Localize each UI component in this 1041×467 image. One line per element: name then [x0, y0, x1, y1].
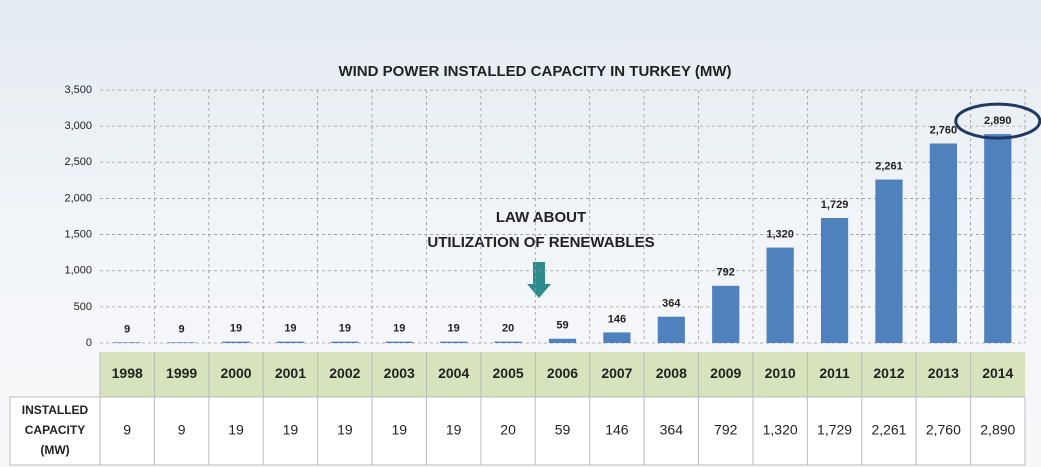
row-label: CAPACITY: [25, 423, 85, 437]
table-value: 19: [228, 422, 244, 438]
value-label: 20: [502, 322, 514, 334]
row-label: INSTALLED: [22, 403, 89, 417]
value-label: 1,729: [821, 199, 849, 211]
table-value: 19: [391, 422, 407, 438]
y-tick-label: 500: [74, 301, 92, 313]
highlight-ellipse: [954, 102, 1041, 140]
table-value: 20: [500, 422, 516, 438]
bar: [440, 341, 468, 343]
x-tick-label: 2012: [873, 365, 904, 381]
bar: [276, 341, 305, 343]
value-label: 792: [717, 267, 735, 279]
value-label: 146: [608, 313, 626, 325]
bar: [712, 285, 740, 343]
table-value: 792: [714, 422, 738, 438]
chart-title: WIND POWER INSTALLED CAPACITY IN TURKEY …: [338, 63, 731, 80]
value-label: 19: [284, 323, 296, 335]
table-value: 146: [605, 422, 629, 438]
bar: [820, 218, 849, 343]
table-value: 2,261: [871, 422, 906, 438]
value-label: 2,890: [984, 115, 1012, 127]
value-label: 364: [662, 298, 681, 310]
y-tick-label: 2,500: [64, 156, 92, 168]
annotation: UTILIZATION OF RENEWABLES: [427, 234, 654, 251]
x-tick-label: 2001: [275, 365, 306, 381]
x-tick-label: 2009: [710, 365, 741, 381]
value-label: 1,320: [766, 228, 794, 240]
bar: [766, 247, 794, 343]
value-label: 19: [393, 323, 405, 335]
x-tick-label: 2010: [765, 365, 796, 381]
y-tick-label: 3,500: [64, 84, 92, 96]
table-value: 1,729: [817, 422, 852, 438]
table-value: 1,320: [763, 422, 798, 438]
table-value: 2,890: [980, 422, 1015, 438]
x-tick-label: 2011: [819, 365, 850, 381]
x-tick-label: 2000: [220, 365, 251, 381]
y-tick-label: 3,000: [64, 120, 92, 132]
table-value: 9: [178, 422, 186, 438]
table-data-row: [9, 396, 1026, 466]
bar: [984, 134, 1012, 343]
table-value: 9: [123, 422, 131, 438]
bar: [113, 342, 141, 343]
x-tick-label: 2002: [329, 365, 360, 381]
x-tick-label: 2006: [547, 365, 578, 381]
value-label: 9: [179, 323, 185, 335]
x-tick-label: 2005: [493, 365, 524, 381]
bar: [168, 342, 196, 343]
bar: [494, 341, 522, 343]
bar: [548, 338, 577, 343]
value-label: 19: [448, 323, 460, 335]
annotation: LAW ABOUT: [496, 209, 586, 226]
row-label: (MW): [40, 443, 69, 457]
value-label: 9: [124, 323, 130, 335]
value-label: 59: [556, 320, 568, 332]
x-tick-label: 2004: [438, 365, 469, 381]
bar: [222, 341, 250, 343]
bar: [385, 341, 413, 343]
value-label: 2,760: [930, 124, 958, 136]
y-tick-label: 2,000: [64, 192, 92, 204]
y-tick-label: 1,000: [64, 265, 92, 277]
table-value: 2,760: [926, 422, 961, 438]
table-value: 19: [337, 422, 353, 438]
table-value: 19: [283, 422, 299, 438]
value-label: 19: [339, 323, 351, 335]
x-tick-label: 1999: [166, 365, 197, 381]
x-tick-label: 2013: [928, 365, 959, 381]
table-value: 19: [446, 422, 462, 438]
table-value: 59: [555, 422, 571, 438]
bar: [929, 143, 957, 343]
table-value: 364: [660, 422, 684, 438]
x-tick-label: 1998: [112, 365, 143, 381]
value-label: 2,261: [875, 160, 903, 172]
bar: [331, 341, 359, 343]
x-tick-label: 2014: [982, 365, 1013, 381]
x-tick-label: 2008: [656, 365, 687, 381]
table-header-row: [100, 352, 1025, 397]
bar: [657, 316, 685, 343]
x-tick-label: 2007: [601, 365, 632, 381]
bar: [875, 179, 903, 343]
x-tick-label: 2003: [384, 365, 415, 381]
bar: [603, 332, 631, 343]
y-tick-label: 1,500: [64, 228, 92, 240]
y-tick-label: 0: [86, 337, 92, 349]
value-label: 19: [230, 323, 242, 335]
